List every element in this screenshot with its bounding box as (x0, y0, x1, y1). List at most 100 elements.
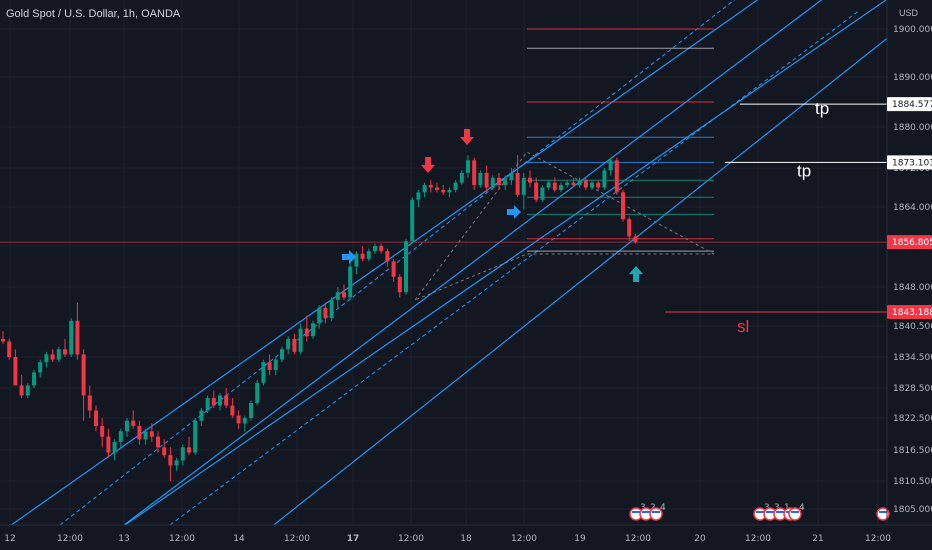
candle-body (354, 253, 359, 267)
flag-stripe-icon (766, 511, 774, 513)
event-count-label: 3 (774, 503, 780, 513)
candle-body (515, 172, 520, 195)
candle-body (13, 357, 18, 386)
candle-body (205, 398, 210, 411)
time-tick-label: 12:00 (511, 534, 537, 544)
candle-body (348, 266, 353, 298)
candle-body (304, 328, 309, 337)
signal-arrow-down-icon (421, 157, 435, 173)
annotation-tp: tp (797, 161, 811, 180)
candle-body (118, 431, 123, 442)
event-count-label: 4 (799, 503, 805, 513)
flag-stripe-icon (632, 511, 640, 513)
time-tick-label: 12:00 (57, 534, 83, 544)
candle-body (602, 170, 607, 188)
flag-stripe-icon (652, 511, 660, 513)
candle-body (410, 199, 415, 242)
candle-body (577, 180, 582, 186)
price-label-text: 1884.577 (892, 100, 932, 110)
price-label-tag (887, 97, 932, 112)
candle-body (230, 405, 235, 416)
candle-body (441, 189, 446, 193)
candle-body (168, 455, 173, 466)
price-tick-label: 1864.000 (893, 203, 932, 213)
signal-arrows[interactable] (342, 129, 643, 282)
candle-body (484, 172, 489, 188)
candle-body (490, 177, 495, 188)
candle-body (404, 241, 408, 293)
time-axis[interactable]: 12 12:00 13 12:00 14 12:00 17 12:00 18 12:00 19 12:… (0, 524, 932, 544)
price-tick-label: 1840.500 (893, 322, 932, 332)
event-count-label: 3 (640, 503, 646, 513)
candle-body (552, 182, 557, 190)
candle-body (373, 246, 377, 252)
time-tick-label: 13 (118, 534, 129, 544)
candle-body (1, 338, 5, 342)
time-tick-label: 19 (574, 534, 586, 544)
candle-body (391, 261, 396, 277)
price-label-text: 1856.805 (892, 238, 932, 248)
candle-body (280, 349, 284, 360)
candle-body (323, 307, 328, 319)
candle-body (397, 276, 402, 293)
candle-body (249, 403, 253, 418)
candle-body (478, 172, 483, 186)
candle-body (224, 395, 229, 406)
candle-body (267, 362, 272, 370)
candle-body (565, 182, 570, 186)
candle-body (447, 189, 452, 193)
candle-body (503, 180, 508, 186)
price-label-tag (887, 235, 932, 250)
price-tick-label: 1822.500 (893, 414, 932, 424)
candle-body (453, 182, 458, 190)
candle-body (273, 359, 278, 370)
price-label-text: 1843.188 (892, 308, 932, 318)
price-axis[interactable]: 1900.0001890.0001880.0001872.0001864.000… (886, 0, 932, 525)
candle-body (540, 187, 545, 200)
candle-body (335, 292, 340, 300)
candle-body (187, 447, 191, 453)
candle-body (509, 172, 514, 181)
price-tick-label: 1880.000 (893, 123, 932, 133)
candle-body (590, 182, 594, 188)
candle-body (236, 415, 241, 424)
price-tick-label: 1805.000 (893, 505, 932, 515)
price-tick-label: 1816.500 (893, 446, 932, 456)
trade-annotations[interactable]: tp tp sl (737, 99, 829, 336)
candle-body (38, 362, 43, 373)
candle-body (100, 426, 105, 437)
symbol-title: Gold Spot / U.S. Dollar, 1h, OANDA (6, 8, 181, 20)
candle-body (311, 323, 315, 337)
currency-label: USD (899, 8, 919, 18)
candle-body (621, 192, 625, 220)
candle-body (242, 418, 247, 424)
event-count-label: 1 (784, 503, 790, 513)
signal-arrow-up-icon (629, 266, 643, 282)
flag-stripe-icon (879, 511, 887, 513)
candle-body (329, 300, 334, 319)
time-tick-label: 18 (460, 534, 472, 544)
candle-body (596, 182, 601, 188)
drawing-tools[interactable] (0, 0, 890, 540)
candle-body (317, 307, 322, 324)
candle-body (342, 292, 346, 298)
signal-arrow-right-icon (342, 250, 356, 264)
time-tick-label: 12:00 (865, 534, 891, 544)
flag-stripe-icon (642, 511, 650, 513)
candle-body (521, 177, 526, 195)
candle-body (75, 320, 80, 355)
price-tick-label: 1834.500 (893, 353, 932, 363)
candle-body (366, 251, 371, 259)
candle-body (385, 251, 390, 262)
price-tick-label: 1810.500 (893, 477, 932, 487)
candle-body (292, 338, 297, 352)
price-label-tag (887, 305, 932, 320)
candle-body (106, 436, 111, 453)
pattern-zigzag (414, 151, 715, 301)
time-tick-label: 20 (694, 534, 706, 544)
price-tick-label: 1900.000 (893, 25, 932, 35)
candle-body (633, 236, 638, 243)
candle-body (25, 385, 30, 396)
